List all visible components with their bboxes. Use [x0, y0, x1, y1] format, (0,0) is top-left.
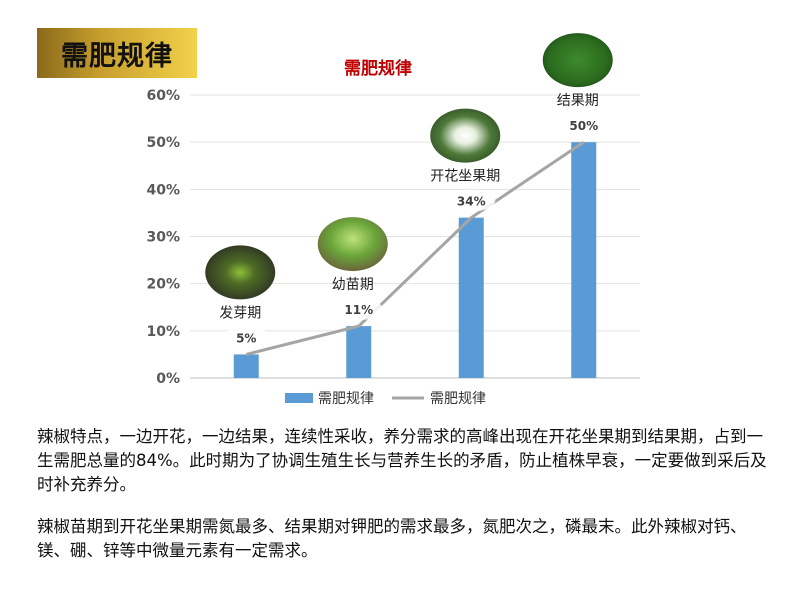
bar	[458, 217, 484, 378]
category-label: 开花坐果期	[430, 169, 500, 185]
y-tick-label: 40%	[146, 182, 180, 198]
seed-sprout-photo	[205, 245, 276, 300]
title-badge: 需肥规律	[37, 28, 197, 78]
data-label-halo	[334, 298, 383, 321]
category-label: 幼苗期	[332, 277, 374, 293]
y-tick-label: 10%	[146, 324, 180, 340]
data-label: 11%	[344, 303, 373, 317]
description-paragraph-1: 辣椒特点，一边开花，一边结果，连续性采收，养分需求的高峰出现在开花坐果期到结果期…	[37, 427, 767, 494]
category-label: 发芽期	[219, 305, 261, 321]
legend-line-label: 需肥规律	[430, 391, 486, 407]
flower-photo	[430, 108, 501, 163]
y-tick-label: 30%	[146, 230, 180, 246]
stage-photos	[205, 33, 613, 300]
chart-legend: 需肥规律 需肥规律	[285, 391, 486, 407]
data-label: 5%	[236, 331, 256, 345]
y-tick-label: 20%	[146, 277, 180, 293]
line-series	[245, 140, 585, 356]
y-tick-label: 0%	[156, 371, 180, 387]
title-badge-text: 需肥规律	[61, 40, 173, 72]
data-labels: 5% 发芽期 11% 幼苗期 34% 开花坐果期 50% 结果期	[219, 93, 608, 349]
category-label: 结果期	[557, 93, 599, 109]
bar	[233, 354, 259, 378]
pepper-fruit-photo	[542, 33, 613, 88]
legend-bar-swatch	[285, 393, 313, 403]
data-label-halo	[447, 189, 496, 212]
seedling-photo	[317, 217, 388, 272]
data-label-halo	[222, 326, 271, 349]
y-axis: 0% 10% 20% 30% 40% 50% 60%	[146, 88, 180, 387]
chart-title: 需肥规律	[344, 58, 412, 79]
legend-bar-label: 需肥规律	[318, 391, 374, 407]
chart-gridlines	[190, 94, 640, 379]
bar-series	[233, 142, 597, 378]
fertilizer-chart: 需肥规律 0% 10% 20% 30% 40% 50% 60% 5% 发芽期 11% 幼苗期 34%…	[146, 33, 640, 407]
data-label-halo	[559, 114, 608, 137]
data-label: 34%	[457, 195, 486, 209]
y-tick-label: 50%	[146, 135, 180, 151]
y-tick-label: 60%	[146, 88, 180, 104]
bar	[571, 142, 597, 378]
bar	[346, 326, 372, 378]
description-paragraph-2: 辣椒苗期到开花坐果期需氮最多、结果期对钾肥的需求最多，氮肥次之，磷最末。此外辣椒…	[37, 517, 747, 560]
data-label: 50%	[569, 119, 598, 133]
